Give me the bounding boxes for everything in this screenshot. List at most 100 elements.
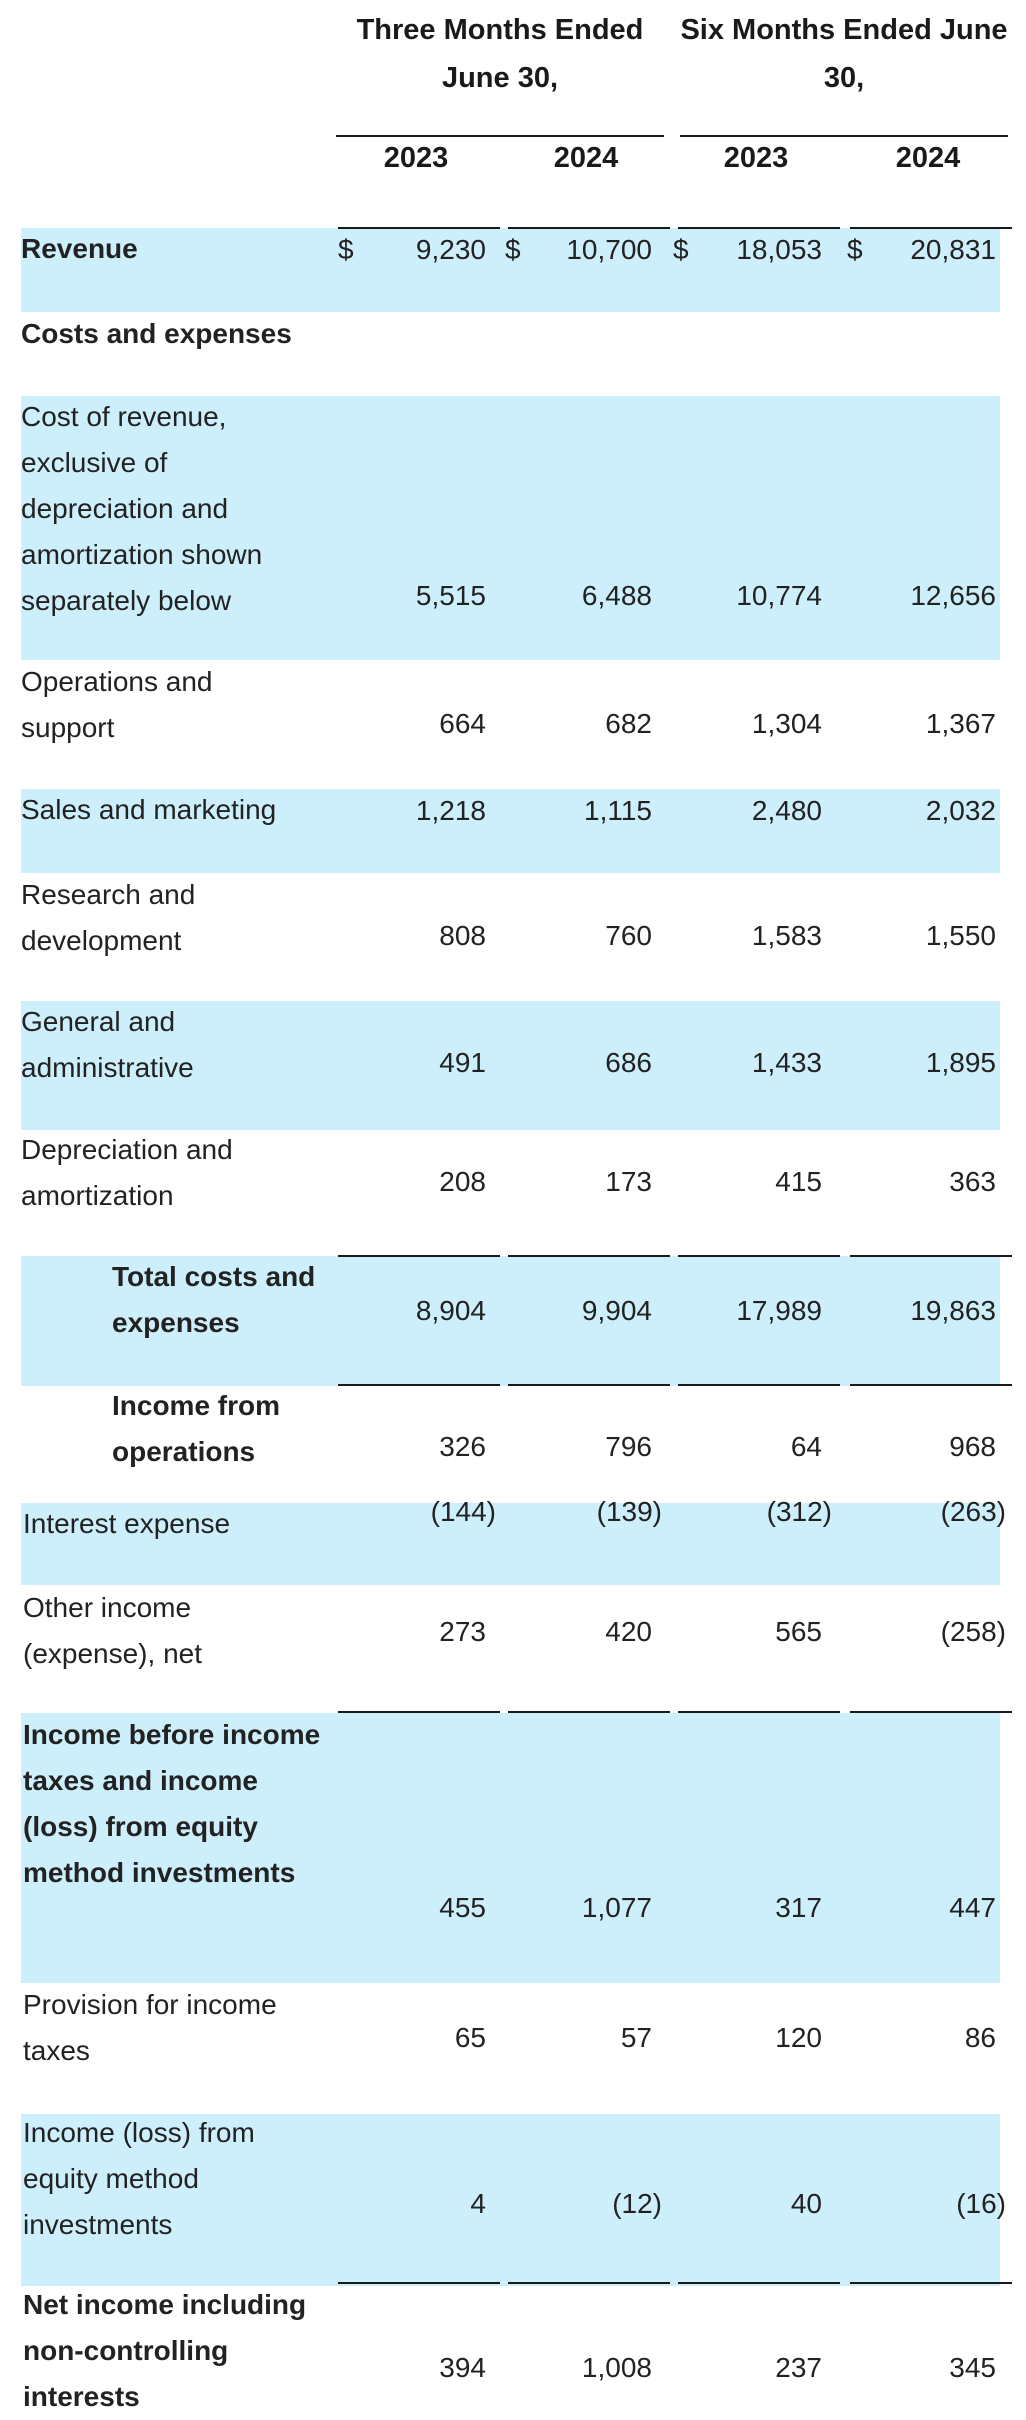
row-label-costs-and-expenses: Costs and expenses bbox=[21, 318, 292, 349]
value-cell: 65 bbox=[454, 2022, 486, 2053]
value-cell: 57 bbox=[620, 2022, 652, 2053]
row-label-income-before-taxes: Income before income taxes and income (l… bbox=[23, 1719, 321, 1888]
value-cell: 9,904 bbox=[581, 1295, 652, 1326]
value-cell: 1,008 bbox=[581, 2352, 652, 2383]
column-rule bbox=[678, 1384, 840, 1386]
currency-symbol: $ bbox=[505, 234, 521, 265]
row-band bbox=[21, 228, 1000, 312]
column-rule bbox=[338, 1711, 500, 1713]
row-band bbox=[21, 789, 1000, 873]
column-rule bbox=[338, 1384, 500, 1386]
row-band bbox=[21, 2114, 1000, 2286]
value-cell: 9,230 bbox=[415, 234, 486, 265]
value-cell: 808 bbox=[439, 920, 486, 951]
row-band bbox=[21, 1256, 1000, 1386]
row-label-cost-of-revenue: Cost of revenue, exclusive of depreciati… bbox=[21, 401, 263, 616]
value-cell: (263) bbox=[940, 1496, 1006, 1527]
column-rule bbox=[850, 227, 1012, 229]
row-label-provision-income-taxes: Provision for income taxes bbox=[23, 1989, 277, 2066]
row-label-operations-support: Operations and support bbox=[21, 666, 213, 743]
value-cell: 1,433 bbox=[751, 1047, 822, 1078]
row-label-total-costs: Total costs and expenses bbox=[112, 1261, 316, 1338]
year-header: 2024 bbox=[895, 142, 961, 174]
column-rule bbox=[678, 1255, 840, 1257]
row-band bbox=[21, 1503, 1000, 1585]
value-cell: (144) bbox=[430, 1496, 496, 1527]
value-cell: 64 bbox=[790, 1431, 822, 1462]
value-cell: 1,550 bbox=[925, 920, 996, 951]
year-header: 2023 bbox=[383, 142, 449, 174]
column-rule bbox=[338, 227, 500, 229]
column-rule bbox=[850, 2282, 1012, 2284]
value-cell: 796 bbox=[605, 1431, 652, 1462]
value-cell: 682 bbox=[605, 708, 652, 739]
value-cell: 20,831 bbox=[910, 234, 996, 265]
value-cell: (258) bbox=[940, 1616, 1006, 1647]
value-cell: 968 bbox=[949, 1431, 996, 1462]
column-rule bbox=[508, 1255, 670, 1257]
value-cell: 10,774 bbox=[736, 580, 822, 611]
column-rule bbox=[850, 1711, 1012, 1713]
value-cell: 1,304 bbox=[751, 708, 822, 739]
column-rule bbox=[338, 1255, 500, 1257]
value-cell: 8,904 bbox=[415, 1295, 486, 1326]
currency-symbol: $ bbox=[673, 234, 689, 265]
value-cell: (16) bbox=[956, 2188, 1006, 2219]
value-cell: (139) bbox=[596, 1496, 662, 1527]
column-rule bbox=[508, 2282, 670, 2284]
row-band bbox=[21, 1713, 1000, 1983]
value-cell: 10,700 bbox=[566, 234, 652, 265]
column-rule bbox=[508, 1384, 670, 1386]
value-cell: 447 bbox=[949, 1892, 996, 1923]
column-rule bbox=[338, 2282, 500, 2284]
column-rule bbox=[678, 2282, 840, 2284]
value-cell: 2,032 bbox=[925, 795, 996, 826]
value-cell: 1,077 bbox=[581, 1892, 652, 1923]
value-cell: 4 bbox=[470, 2188, 486, 2219]
currency-symbol: $ bbox=[847, 234, 863, 265]
value-cell: 1,115 bbox=[584, 795, 652, 826]
three-months-header: Three Months Ended June 30, bbox=[356, 14, 644, 94]
value-cell: (312) bbox=[766, 1496, 832, 1527]
value-cell: 1,895 bbox=[925, 1047, 996, 1078]
value-cell: 120 bbox=[775, 2022, 822, 2053]
value-cell: 415 bbox=[775, 1166, 822, 1197]
value-cell: 18,053 bbox=[736, 234, 822, 265]
value-cell: 565 bbox=[775, 1616, 822, 1647]
row-label-revenue: Revenue bbox=[21, 233, 138, 264]
column-rule bbox=[508, 1711, 670, 1713]
value-cell: (12) bbox=[612, 2188, 662, 2219]
value-cell: 40 bbox=[790, 2188, 822, 2219]
value-cell: 17,989 bbox=[736, 1295, 822, 1326]
value-cell: 208 bbox=[439, 1166, 486, 1197]
value-cell: 420 bbox=[605, 1616, 652, 1647]
row-label-net-income: Net income including non-controlling int… bbox=[23, 2289, 307, 2412]
column-rule bbox=[850, 1255, 1012, 1257]
column-rule bbox=[850, 1384, 1012, 1386]
value-cell: 326 bbox=[439, 1431, 486, 1462]
value-cell: 1,583 bbox=[751, 920, 822, 951]
column-rule bbox=[508, 227, 670, 229]
value-cell: 86 bbox=[964, 2022, 996, 2053]
value-cell: 2,480 bbox=[751, 795, 822, 826]
value-cell: 664 bbox=[439, 708, 486, 739]
row-label-general-administrative: General and administrative bbox=[21, 1006, 194, 1083]
value-cell: 345 bbox=[949, 2352, 996, 2383]
value-cell: 686 bbox=[605, 1047, 652, 1078]
column-rule bbox=[678, 1711, 840, 1713]
value-cell: 394 bbox=[439, 2352, 486, 2383]
value-cell: 12,656 bbox=[910, 580, 996, 611]
value-cell: 1,367 bbox=[925, 708, 996, 739]
row-band bbox=[21, 396, 1000, 660]
row-label-equity-method-income: Income (loss) from equity method investm… bbox=[23, 2117, 255, 2240]
value-cell: 317 bbox=[775, 1892, 822, 1923]
value-cell: 273 bbox=[439, 1616, 486, 1647]
row-label-depreciation-amortization: Depreciation and amortization bbox=[21, 1134, 233, 1211]
value-cell: 760 bbox=[605, 920, 652, 951]
row-label-other-income: Other income (expense), net bbox=[23, 1592, 202, 1669]
row-label-interest-expense: Interest expense bbox=[23, 1508, 231, 1539]
row-label-sales-marketing: Sales and marketing bbox=[21, 794, 277, 825]
value-cell: 237 bbox=[775, 2352, 822, 2383]
row-label-research-development: Research and development bbox=[21, 879, 196, 956]
value-cell: 363 bbox=[949, 1166, 996, 1197]
